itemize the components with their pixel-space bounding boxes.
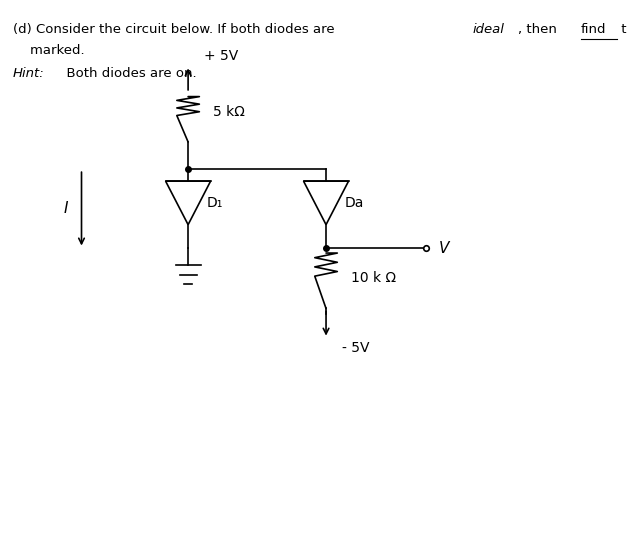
Text: I: I [63, 201, 68, 216]
Text: the voltage: the voltage [617, 23, 627, 37]
Text: D₁: D₁ [207, 196, 223, 210]
Text: Da: Da [345, 196, 364, 210]
Text: Hint:: Hint: [13, 67, 45, 80]
Text: marked.: marked. [13, 44, 84, 57]
Text: , then: , then [518, 23, 561, 37]
Text: 5 kΩ: 5 kΩ [213, 105, 245, 119]
Text: 10 k Ω: 10 k Ω [351, 271, 396, 286]
Text: Both diodes are on.: Both diodes are on. [58, 67, 196, 80]
Text: ideal: ideal [473, 23, 505, 37]
Text: - 5V: - 5V [342, 341, 369, 355]
Text: V: V [439, 241, 450, 256]
Text: find: find [581, 23, 606, 37]
Text: + 5V: + 5V [204, 49, 238, 63]
Text: (d) Consider the circuit below. If both diodes are: (d) Consider the circuit below. If both … [13, 23, 339, 37]
